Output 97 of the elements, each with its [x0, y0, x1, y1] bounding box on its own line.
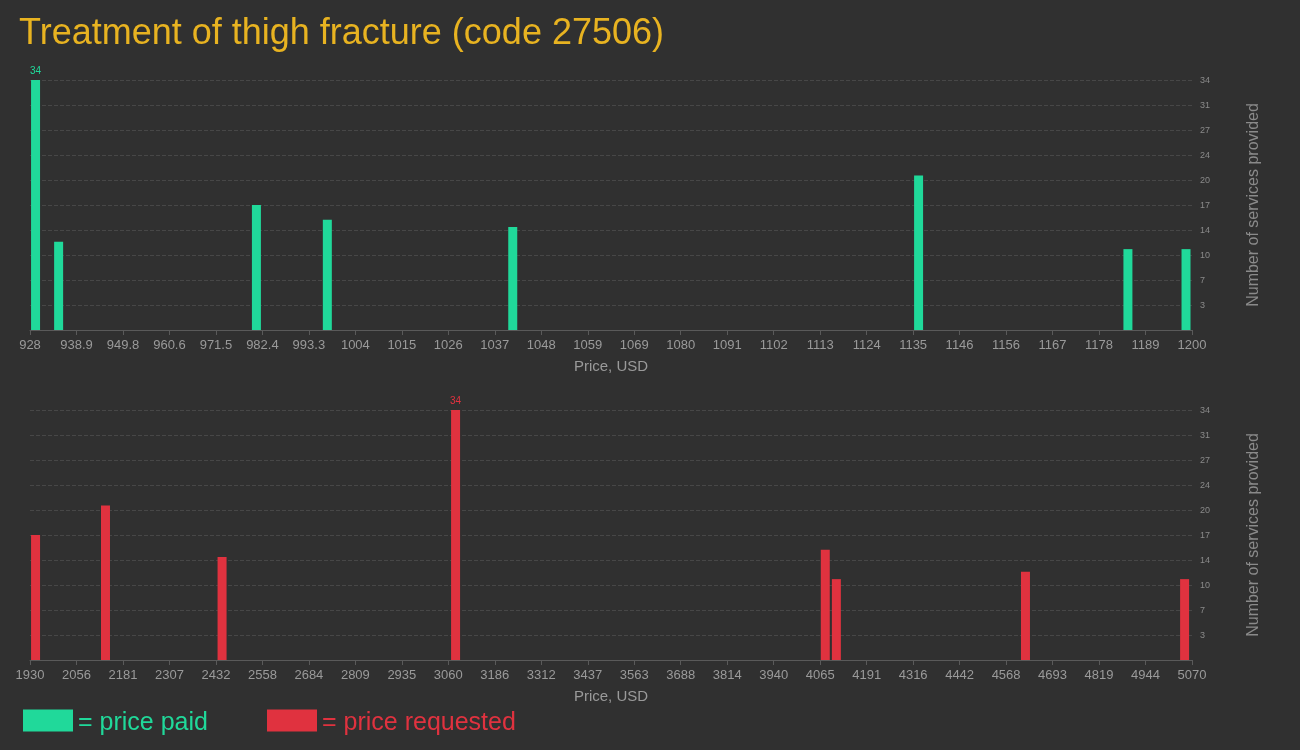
x-tick-label: 2935 [387, 667, 417, 682]
x-tick-label: 4819 [1084, 667, 1114, 682]
x-tick-label: 3060 [433, 667, 463, 682]
y-tick-label: 3 [1200, 630, 1206, 640]
x-tick-label: 1178 [1085, 337, 1114, 352]
bar [322, 219, 332, 330]
x-tick-label: 1069 [619, 337, 649, 352]
y-tick-label: 27 [1200, 125, 1211, 135]
y-tick-label: 24 [1200, 150, 1211, 160]
bar [54, 241, 64, 330]
y-tick-label: 27 [1200, 455, 1211, 465]
data-label: 34 [450, 394, 462, 406]
bar [251, 205, 261, 330]
y-tick-label: 14 [1200, 555, 1211, 565]
x-tick-label: 2307 [154, 667, 184, 682]
bar [100, 505, 110, 660]
legend-label: = price paid [78, 706, 208, 735]
bar [217, 557, 227, 660]
y-tick-label: 34 [1200, 75, 1211, 85]
bar [1180, 579, 1190, 660]
x-tick-label: 4442 [945, 667, 975, 682]
y-tick-label: 10 [1200, 250, 1211, 260]
x-tick-label: 1167 [1038, 337, 1067, 352]
x-tick-label: 5070 [1177, 667, 1207, 682]
x-tick-label: 3814 [712, 667, 742, 682]
y-tick-label: 3 [1200, 300, 1206, 310]
x-tick-label: 1113 [806, 337, 834, 352]
x-tick-label: 1026 [433, 337, 463, 352]
x-tick-label: 1930 [15, 667, 45, 682]
bar [451, 410, 461, 660]
y-tick-label: 31 [1200, 430, 1211, 440]
x-axis-title: Price, USD [573, 357, 649, 374]
x-tick-label: 3312 [526, 667, 556, 682]
x-tick-label: 960.6 [153, 337, 186, 352]
y-tick-label: 14 [1200, 225, 1211, 235]
x-tick-label: 1080 [666, 337, 696, 352]
x-tick-label: 4065 [805, 667, 835, 682]
bar [1181, 249, 1191, 330]
y-tick-label: 10 [1200, 580, 1211, 590]
y-tick-label: 24 [1200, 480, 1211, 490]
x-tick-label: 3563 [619, 667, 649, 682]
x-tick-label: 1015 [387, 337, 417, 352]
x-tick-label: 928 [19, 337, 41, 352]
y-axis-title: Number of services provided [1243, 433, 1261, 637]
bar [831, 579, 841, 660]
y-tick-label: 34 [1200, 405, 1211, 415]
y-axis-title: Number of services provided [1243, 103, 1261, 307]
x-tick-label: 1135 [899, 337, 928, 352]
x-tick-label: 3437 [573, 667, 603, 682]
x-tick-label: 1146 [945, 337, 974, 352]
bar [31, 80, 41, 330]
x-tick-label: 4316 [898, 667, 928, 682]
data-label: 34 [29, 64, 42, 76]
x-tick-label: 2432 [201, 667, 231, 682]
x-tick-label: 4693 [1038, 667, 1068, 682]
x-tick-label: 2684 [294, 667, 324, 682]
x-tick-label: 1156 [992, 337, 1021, 352]
y-tick-label: 20 [1200, 175, 1211, 185]
x-tick-label: 1124 [852, 337, 881, 352]
x-tick-label: 3940 [759, 667, 789, 682]
bar [1020, 571, 1030, 660]
x-tick-label: 971.5 [199, 337, 233, 352]
x-tick-label: 982.4 [246, 337, 279, 352]
bar [1123, 249, 1133, 330]
x-tick-label: 1200 [1177, 337, 1207, 352]
x-tick-label: 2056 [62, 667, 91, 682]
x-tick-label: 4568 [991, 667, 1021, 682]
x-tick-label: 3186 [480, 667, 510, 682]
x-tick-label: 1004 [340, 337, 370, 352]
x-tick-label: 1102 [759, 337, 788, 352]
y-tick-label: 7 [1200, 605, 1206, 615]
x-tick-label: 4191 [852, 667, 882, 682]
x-tick-label: 2558 [247, 667, 277, 682]
chart-title: Treatment of thigh fracture (code 27506) [19, 10, 665, 52]
x-tick-label: 1059 [573, 337, 603, 352]
x-tick-label: 949.8 [106, 337, 140, 352]
bar [820, 549, 830, 660]
legend-label: = price requested [322, 706, 516, 735]
x-tick-label: 1189 [1131, 337, 1160, 352]
x-tick-label: 4944 [1131, 667, 1160, 682]
x-tick-label: 3688 [666, 667, 696, 682]
x-tick-label: 1048 [526, 337, 556, 352]
x-tick-label: 938.9 [60, 337, 93, 352]
y-tick-label: 20 [1200, 505, 1211, 515]
x-tick-label: 1091 [712, 337, 742, 352]
y-tick-label: 7 [1200, 275, 1206, 285]
bar [914, 175, 924, 330]
y-tick-label: 31 [1200, 100, 1211, 110]
y-tick-label: 17 [1200, 200, 1211, 210]
x-axis-title: Price, USD [573, 687, 649, 704]
x-tick-label: 1037 [480, 337, 510, 352]
bar [508, 227, 518, 330]
x-tick-label: 993.3 [292, 337, 326, 352]
x-tick-label: 2809 [340, 667, 370, 682]
y-tick-label: 17 [1200, 530, 1211, 540]
x-tick-label: 2181 [108, 667, 138, 682]
bar [31, 535, 41, 660]
